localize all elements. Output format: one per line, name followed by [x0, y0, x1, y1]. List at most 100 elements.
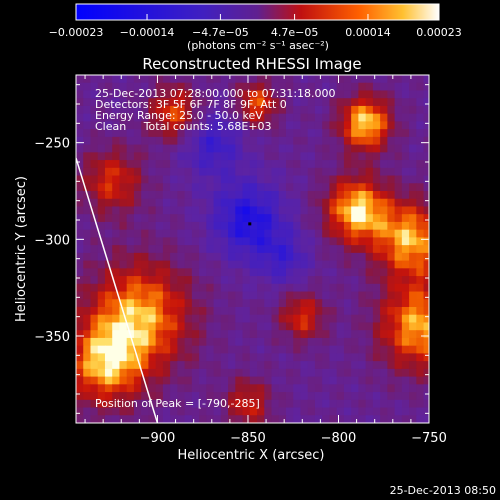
- heatmap-cell: [119, 276, 128, 285]
- heatmap-cell: [343, 307, 352, 316]
- heatmap-cell: [329, 283, 338, 293]
- heatmap-cell: [141, 384, 149, 393]
- heatmap-cell: [416, 113, 425, 122]
- heatmap-cell: [177, 245, 186, 254]
- heatmap-cell: [228, 75, 236, 84]
- heatmap-cell: [242, 276, 251, 285]
- heatmap-cell: [322, 237, 330, 246]
- heatmap-cell: [184, 167, 193, 177]
- heatmap-cell: [177, 260, 186, 269]
- heatmap-cell: [90, 160, 99, 169]
- heatmap-cell: [394, 291, 403, 300]
- heatmap-cell: [141, 283, 149, 293]
- heatmap-cell: [206, 113, 215, 122]
- heatmap-cell: [351, 407, 359, 416]
- heatmap-cell: [343, 136, 352, 146]
- heatmap-cell: [329, 268, 338, 277]
- heatmap-cell: [387, 175, 396, 184]
- heatmap-cell: [416, 392, 425, 401]
- heatmap-cell: [416, 129, 425, 138]
- heatmap-cell: [126, 392, 135, 401]
- heatmap-cell: [199, 268, 207, 277]
- heatmap-cell: [199, 229, 207, 238]
- heatmap-cell: [372, 299, 381, 308]
- heatmap-cell: [97, 105, 106, 115]
- heatmap-cell: [322, 198, 330, 207]
- heatmap-cell: [401, 221, 410, 231]
- heatmap-cell: [300, 82, 309, 91]
- heatmap-cell: [271, 330, 280, 339]
- heatmap-cell: [170, 399, 178, 409]
- heatmap-cell: [307, 160, 316, 169]
- heatmap-cell: [148, 368, 157, 378]
- heatmap-cell: [257, 129, 265, 138]
- heatmap-cell: [184, 121, 193, 130]
- heatmap-cell: [213, 252, 222, 262]
- heatmap-cell: [249, 98, 258, 107]
- heatmap-cell: [343, 245, 352, 254]
- heatmap-cell: [365, 368, 374, 378]
- heatmap-cell: [343, 183, 352, 192]
- heatmap-cell: [351, 175, 359, 184]
- heatmap-cell: [300, 283, 309, 293]
- heatmap-cell: [264, 376, 273, 385]
- heatmap-cell: [170, 361, 178, 370]
- heatmap-cell: [126, 144, 135, 153]
- heatmap-cell: [206, 144, 215, 153]
- heatmap-cell: [401, 268, 410, 277]
- heatmap-cell: [141, 152, 149, 161]
- heatmap-cell: [220, 183, 229, 192]
- heatmap-cell: [409, 191, 417, 200]
- heatmap-cell: [387, 353, 396, 362]
- heatmap-cell: [220, 330, 229, 339]
- heatmap-cell: [365, 144, 374, 153]
- heatmap-cell: [278, 229, 287, 238]
- heatmap-cell: [119, 206, 128, 215]
- heatmap-cell: [307, 330, 316, 339]
- heatmap-cell: [423, 113, 429, 122]
- heatmap-cell: [416, 175, 425, 184]
- heatmap-cell: [133, 113, 142, 122]
- heatmap-cell: [322, 136, 330, 146]
- heatmap-cell: [329, 252, 338, 262]
- heatmap-cell: [271, 268, 280, 277]
- heatmap-cell: [401, 229, 410, 238]
- heatmap-cell: [170, 299, 178, 308]
- heatmap-cell: [314, 237, 323, 246]
- heatmap-cell: [358, 415, 367, 423]
- heatmap-cell: [343, 268, 352, 277]
- heatmap-cell: [394, 361, 403, 370]
- heatmap-cell: [90, 376, 99, 385]
- heatmap-cell: [148, 384, 157, 393]
- heatmap-cell: [104, 113, 113, 122]
- heatmap-cell: [329, 322, 338, 331]
- heatmap-cell: [191, 368, 200, 378]
- heatmap-cell: [148, 252, 157, 262]
- heatmap-cell: [343, 121, 352, 130]
- heatmap-cell: [423, 90, 429, 99]
- heatmap-cell: [90, 191, 99, 200]
- heatmap-cell: [278, 175, 287, 184]
- heatmap-cell: [133, 268, 142, 277]
- heatmap-cell: [170, 322, 178, 331]
- heatmap-cell: [206, 268, 215, 277]
- heatmap-cell: [133, 75, 142, 84]
- heatmap-cell: [242, 198, 251, 207]
- heatmap-cell: [249, 129, 258, 138]
- heatmap-cell: [358, 399, 367, 409]
- heatmap-cell: [271, 245, 280, 254]
- heatmap-cell: [191, 392, 200, 401]
- heatmap-cell: [293, 314, 301, 323]
- heatmap-cell: [358, 175, 367, 184]
- heatmap-cell: [300, 98, 309, 107]
- heatmap-cell: [293, 206, 301, 215]
- heatmap-cell: [358, 82, 367, 91]
- heatmap-cell: [336, 191, 345, 200]
- heatmap-cell: [293, 237, 301, 246]
- heatmap-cell: [257, 136, 265, 146]
- heatmap-cell: [394, 221, 403, 231]
- heatmap-cell: [372, 407, 381, 416]
- heatmap-cell: [271, 392, 280, 401]
- heatmap-cell: [76, 399, 84, 409]
- heatmap-cell: [199, 198, 207, 207]
